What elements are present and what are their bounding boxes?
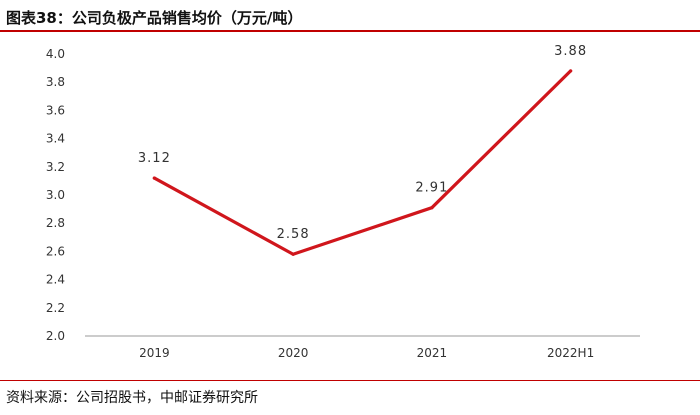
y-tick-label: 3.0 [46,188,65,202]
x-tick-label: 2022H1 [547,346,594,360]
chart-title: 图表38：公司负极产品销售均价（万元/吨） [6,9,303,27]
data-point [291,252,295,256]
data-point [569,69,573,73]
series-line [152,69,573,256]
y-tick-label: 2.0 [46,329,65,343]
y-tick-label: 3.8 [46,75,65,89]
data-label: 2.91 [415,181,448,196]
y-tick-label: 2.4 [46,273,65,287]
data-label: 3.12 [138,151,171,166]
data-point [152,176,156,180]
x-tick-label: 2021 [417,346,448,360]
data-label: 3.88 [554,44,587,59]
y-tick-label: 4.0 [46,47,65,61]
y-tick-label: 3.2 [46,160,65,174]
y-tick-label: 3.4 [46,132,65,146]
line-chart: 2.0 2.2 2.4 2.6 2.8 3.0 3.2 3.4 3.6 3.8 4.0 2019 202… [46,44,640,360]
y-tick-label: 3.6 [46,103,65,117]
source-divider [0,380,700,381]
x-tick-label: 2019 [139,346,170,360]
title-bar: 图表38：公司负极产品销售均价（万元/吨） [0,0,700,34]
y-tick-label: 2.2 [46,301,65,315]
data-point [430,206,434,210]
x-tick-label: 2020 [278,346,309,360]
y-tick-label: 2.8 [46,216,65,230]
chart-area: 2.0 2.2 2.4 2.6 2.8 3.0 3.2 3.4 3.6 3.8 4.0 2019 202… [0,34,700,374]
y-tick-label: 2.6 [46,244,65,258]
title-divider [0,30,700,32]
data-label: 2.58 [277,227,310,242]
source-note: 资料来源：公司招股书，中邮证券研究所 [6,390,258,406]
